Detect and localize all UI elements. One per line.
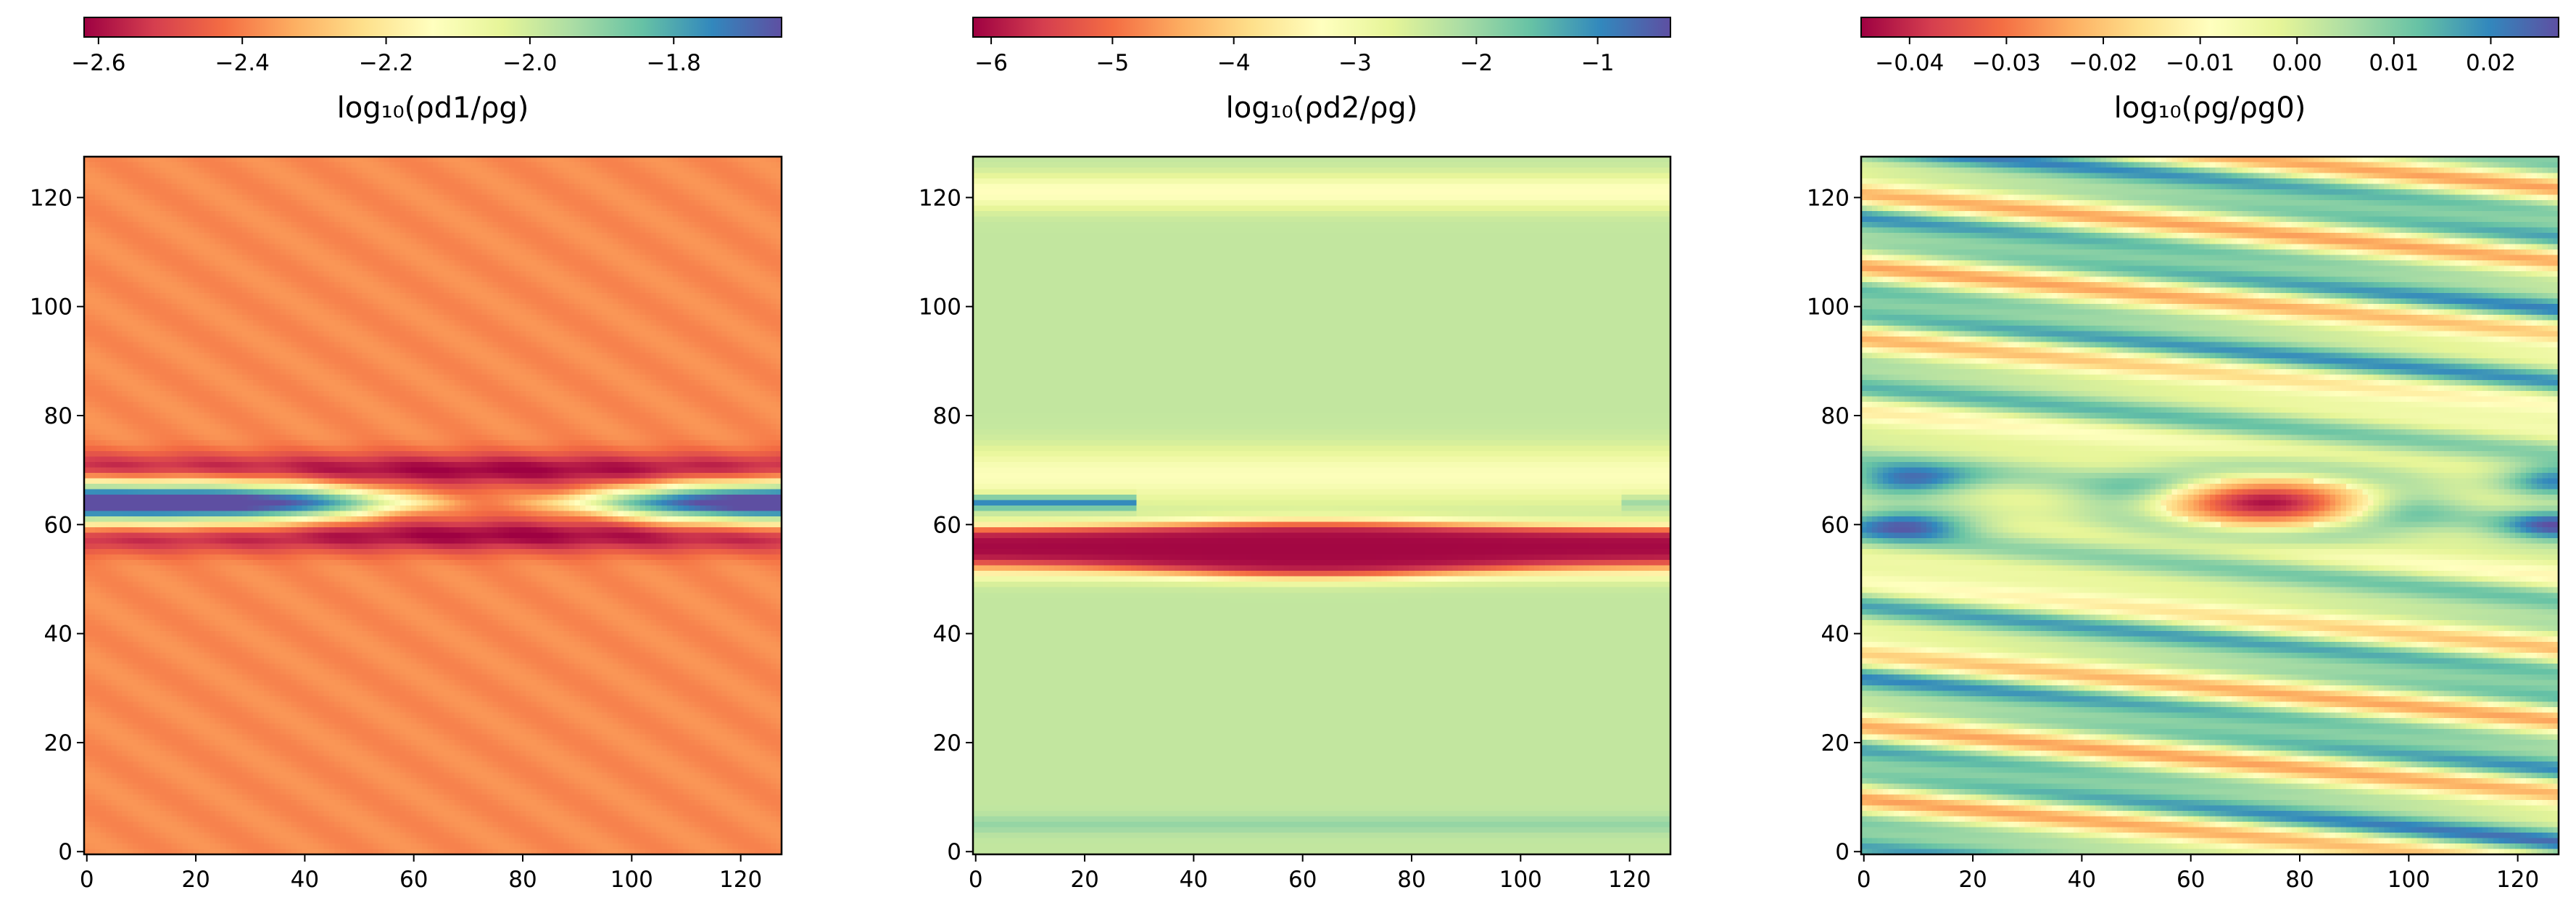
colorbar-tick-label: −0.01 xyxy=(2166,50,2235,76)
y-tick-label: 80 xyxy=(44,403,73,429)
colorbar-tick-label: −4 xyxy=(1217,50,1251,76)
y-tick-label: 20 xyxy=(933,730,961,756)
y-tick-label: 0 xyxy=(947,839,961,865)
colorbar-3-label: log₁₀(ρg/ρg0) xyxy=(2114,91,2306,125)
colorbar-1-bar xyxy=(83,17,782,38)
colorbar-2-ticks: −6 −5 −4 −3 −2 −1 xyxy=(974,37,1614,76)
y-tick-label: 100 xyxy=(1807,294,1850,321)
colorbar-tick-label: 0.02 xyxy=(2466,50,2516,76)
x-tick-label: 60 xyxy=(2177,867,2205,893)
colorbar-1-label: log₁₀(ρd1/ρg) xyxy=(337,91,529,125)
panel-1: −2.6 −2.4 −2.2 −2.0 −1.8 log₁₀(ρd1/ρg) 0 20 40… xyxy=(30,17,783,893)
colorbar-3: −0.04 −0.03 −0.02 −0.01 0.00 0.01 0.02 log₁₀(ρ… xyxy=(1860,17,2559,125)
colorbar-tick-label: −0.03 xyxy=(1972,50,2041,76)
y-tick-label: 20 xyxy=(44,730,73,756)
y-tick-label: 120 xyxy=(1807,185,1850,211)
y-tick-label: 40 xyxy=(44,622,73,648)
y-tick-label: 100 xyxy=(919,294,961,321)
y-axis-1: 0 20 40 60 80 100 120 xyxy=(30,185,84,865)
x-axis-3: 0 20 40 60 80 100 120 xyxy=(1857,854,2539,893)
y-tick-label: 40 xyxy=(1821,622,1850,648)
colorbar-3-ticks: −0.04 −0.03 −0.02 −0.01 0.00 0.01 0.02 xyxy=(1875,37,2516,76)
x-tick-label: 80 xyxy=(2285,867,2314,893)
colorbar-tick-label: −2.6 xyxy=(71,50,125,76)
heatmap-3-canvas xyxy=(1861,157,2559,854)
colorbar-tick-label: −2.2 xyxy=(359,50,413,76)
colorbar-tick-label: −6 xyxy=(974,50,1008,76)
y-tick-label: 40 xyxy=(933,622,961,648)
colorbar-tick-label: −3 xyxy=(1338,50,1372,76)
y-tick-label: 80 xyxy=(1821,403,1850,429)
x-tick-label: 0 xyxy=(1857,867,1871,893)
plot-frame-1 xyxy=(83,155,783,856)
colorbar-3-bar xyxy=(1860,17,2559,38)
y-tick-label: 80 xyxy=(933,403,961,429)
y-tick-label: 100 xyxy=(30,294,73,321)
y-axis-2: 0 20 40 60 80 100 120 xyxy=(919,185,973,865)
colorbar-2: −6 −5 −4 −3 −2 −1 log₁₀(ρd2/ρg) xyxy=(972,17,1671,125)
panel-3: −0.04 −0.03 −0.02 −0.01 0.00 0.01 0.02 log₁₀(ρ… xyxy=(1807,17,2560,893)
x-tick-label: 40 xyxy=(2068,867,2096,893)
x-tick-label: 40 xyxy=(1180,867,1208,893)
colorbar-1: −2.6 −2.4 −2.2 −2.0 −1.8 log₁₀(ρd1/ρg) xyxy=(71,17,782,125)
heatmap-1-canvas xyxy=(84,157,782,854)
colorbar-1-ticks: −2.6 −2.4 −2.2 −2.0 −1.8 xyxy=(71,37,701,76)
colorbar-2-bar xyxy=(972,17,1671,38)
x-tick-label: 100 xyxy=(1499,867,1542,893)
x-tick-label: 20 xyxy=(1070,867,1098,893)
y-tick-label: 60 xyxy=(1821,512,1850,538)
colorbar-tick-label: 0.00 xyxy=(2272,50,2322,76)
y-tick-label: 0 xyxy=(58,839,73,865)
x-tick-label: 40 xyxy=(291,867,319,893)
x-tick-label: 80 xyxy=(1397,867,1425,893)
x-axis-1: 0 20 40 60 80 100 120 xyxy=(80,854,762,893)
y-tick-label: 120 xyxy=(30,185,73,211)
x-tick-label: 60 xyxy=(1288,867,1317,893)
colorbar-tick-label: −0.02 xyxy=(2069,50,2138,76)
panel-2: −6 −5 −4 −3 −2 −1 log₁₀(ρd2/ρg) 0 20 40 60 80 100 1… xyxy=(919,17,1672,893)
x-tick-label: 20 xyxy=(1958,867,1987,893)
y-tick-label: 60 xyxy=(933,512,961,538)
x-tick-label: 20 xyxy=(181,867,210,893)
colorbar-tick-label: −1 xyxy=(1581,50,1615,76)
x-tick-label: 80 xyxy=(508,867,537,893)
x-tick-label: 120 xyxy=(2496,867,2539,893)
heatmap-2-canvas xyxy=(973,157,1670,854)
x-tick-label: 100 xyxy=(2387,867,2430,893)
y-tick-label: 120 xyxy=(919,185,961,211)
plot-frame-2 xyxy=(972,155,1672,856)
heatmap-3-canvas-holder xyxy=(1861,157,2559,854)
colorbar-tick-label: 0.01 xyxy=(2369,50,2419,76)
colorbar-tick-label: −0.04 xyxy=(1875,50,1944,76)
y-tick-label: 0 xyxy=(1835,839,1850,865)
colorbar-tick-label: −2.0 xyxy=(502,50,557,76)
x-tick-label: 120 xyxy=(1608,867,1651,893)
y-tick-label: 60 xyxy=(44,512,73,538)
heatmap-2-canvas-holder xyxy=(973,157,1670,854)
y-tick-label: 20 xyxy=(1821,730,1850,756)
colorbar-2-label: log₁₀(ρd2/ρg) xyxy=(1226,91,1418,125)
y-axis-3: 0 20 40 60 80 100 120 xyxy=(1807,185,1861,865)
x-tick-label: 0 xyxy=(969,867,983,893)
plot-frame-3 xyxy=(1860,155,2560,856)
colorbar-tick-label: −5 xyxy=(1096,50,1130,76)
heatmap-1-canvas-holder xyxy=(84,157,782,854)
x-tick-label: 60 xyxy=(399,867,428,893)
colorbar-tick-label: −2 xyxy=(1459,50,1493,76)
x-tick-label: 0 xyxy=(80,867,94,893)
x-tick-label: 100 xyxy=(610,867,653,893)
x-axis-2: 0 20 40 60 80 100 120 xyxy=(969,854,1651,893)
x-tick-label: 120 xyxy=(719,867,762,893)
colorbar-tick-label: −1.8 xyxy=(647,50,701,76)
colorbar-tick-label: −2.4 xyxy=(215,50,270,76)
